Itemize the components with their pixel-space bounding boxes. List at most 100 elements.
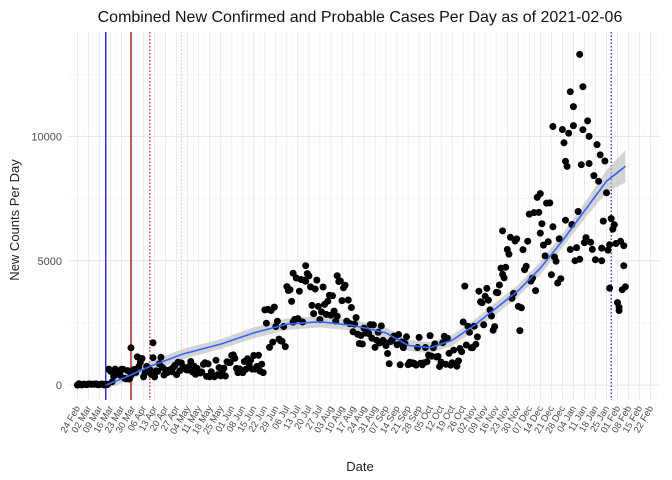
data-point — [513, 235, 521, 243]
data-point — [484, 296, 492, 304]
data-point — [573, 244, 581, 252]
data-point — [499, 227, 507, 235]
chart-title: Combined New Confirmed and Probable Case… — [98, 9, 623, 26]
data-point — [324, 297, 332, 305]
data-point — [258, 360, 266, 368]
data-point — [495, 281, 503, 289]
data-point — [593, 141, 601, 149]
data-point — [524, 237, 532, 245]
data-point — [341, 281, 349, 289]
data-point — [149, 354, 157, 362]
reference-lines — [105, 32, 612, 400]
data-point — [535, 208, 543, 216]
data-point — [329, 292, 336, 300]
data-point — [606, 241, 614, 249]
data-point — [212, 356, 220, 364]
data-point — [516, 327, 524, 335]
data-point — [295, 287, 303, 295]
data-point — [472, 340, 480, 348]
data-point — [607, 215, 615, 223]
data-point — [536, 229, 544, 237]
data-point — [314, 302, 322, 310]
y-axis-ticks: 0 5000 10000 — [31, 131, 62, 392]
data-point — [588, 245, 596, 253]
data-point — [286, 286, 294, 294]
data-point — [382, 342, 390, 350]
data-point — [558, 126, 566, 133]
data-point — [547, 271, 555, 279]
data-point — [483, 284, 491, 292]
data-point — [231, 354, 239, 362]
data-point — [403, 333, 410, 341]
data-point — [255, 351, 262, 359]
data-point — [377, 322, 385, 330]
data-point — [395, 331, 403, 338]
data-point — [478, 299, 486, 307]
data-point — [281, 343, 289, 351]
data-point — [299, 318, 307, 326]
data-point — [562, 157, 569, 165]
data-point — [500, 274, 508, 282]
data-point — [585, 160, 593, 167]
data-point — [598, 244, 606, 252]
data-point — [458, 348, 466, 356]
y-tick-label: 0 — [56, 380, 62, 392]
data-point — [552, 257, 560, 265]
data-point — [582, 234, 590, 242]
data-point — [288, 297, 296, 305]
data-point — [491, 323, 499, 331]
data-point — [566, 246, 574, 253]
data-point — [549, 223, 557, 231]
data-point — [562, 216, 569, 224]
data-point — [579, 83, 587, 91]
data-point — [415, 333, 423, 341]
data-point — [569, 103, 577, 111]
data-point — [151, 373, 159, 381]
data-point — [455, 357, 462, 365]
data-point — [505, 250, 513, 258]
data-point — [549, 123, 557, 130]
data-point — [434, 352, 442, 360]
data-point — [262, 319, 270, 327]
x-axis-title: Date — [346, 459, 373, 474]
data-point — [494, 289, 502, 297]
data-point — [338, 297, 346, 305]
data-point — [596, 151, 604, 159]
data-point — [333, 312, 341, 320]
data-point — [302, 262, 310, 270]
data-point — [461, 282, 469, 290]
data-point — [610, 221, 618, 229]
data-point — [423, 358, 431, 366]
data-points — [73, 50, 629, 389]
data-point — [311, 285, 319, 293]
data-point — [138, 355, 146, 362]
data-point — [546, 199, 554, 207]
data-point — [384, 350, 392, 357]
data-point — [590, 172, 598, 180]
data-point — [557, 275, 565, 283]
data-point — [204, 360, 212, 368]
data-point — [620, 262, 628, 270]
data-point — [305, 272, 313, 280]
data-point — [358, 340, 366, 348]
data-point — [154, 367, 162, 375]
data-point — [544, 238, 552, 246]
data-point — [569, 122, 577, 130]
data-point — [198, 368, 206, 376]
data-point — [538, 220, 546, 228]
data-point — [127, 344, 135, 352]
data-point — [369, 321, 377, 329]
data-point — [574, 208, 582, 215]
data-point — [226, 359, 234, 366]
data-point — [396, 361, 404, 369]
y-axis-title: New Counts Per Day — [7, 159, 22, 281]
data-point — [585, 132, 593, 140]
data-point — [519, 246, 527, 254]
data-point — [587, 238, 595, 246]
data-point — [333, 272, 341, 280]
data-point — [606, 284, 614, 292]
data-point — [313, 276, 321, 284]
data-point — [426, 332, 434, 340]
